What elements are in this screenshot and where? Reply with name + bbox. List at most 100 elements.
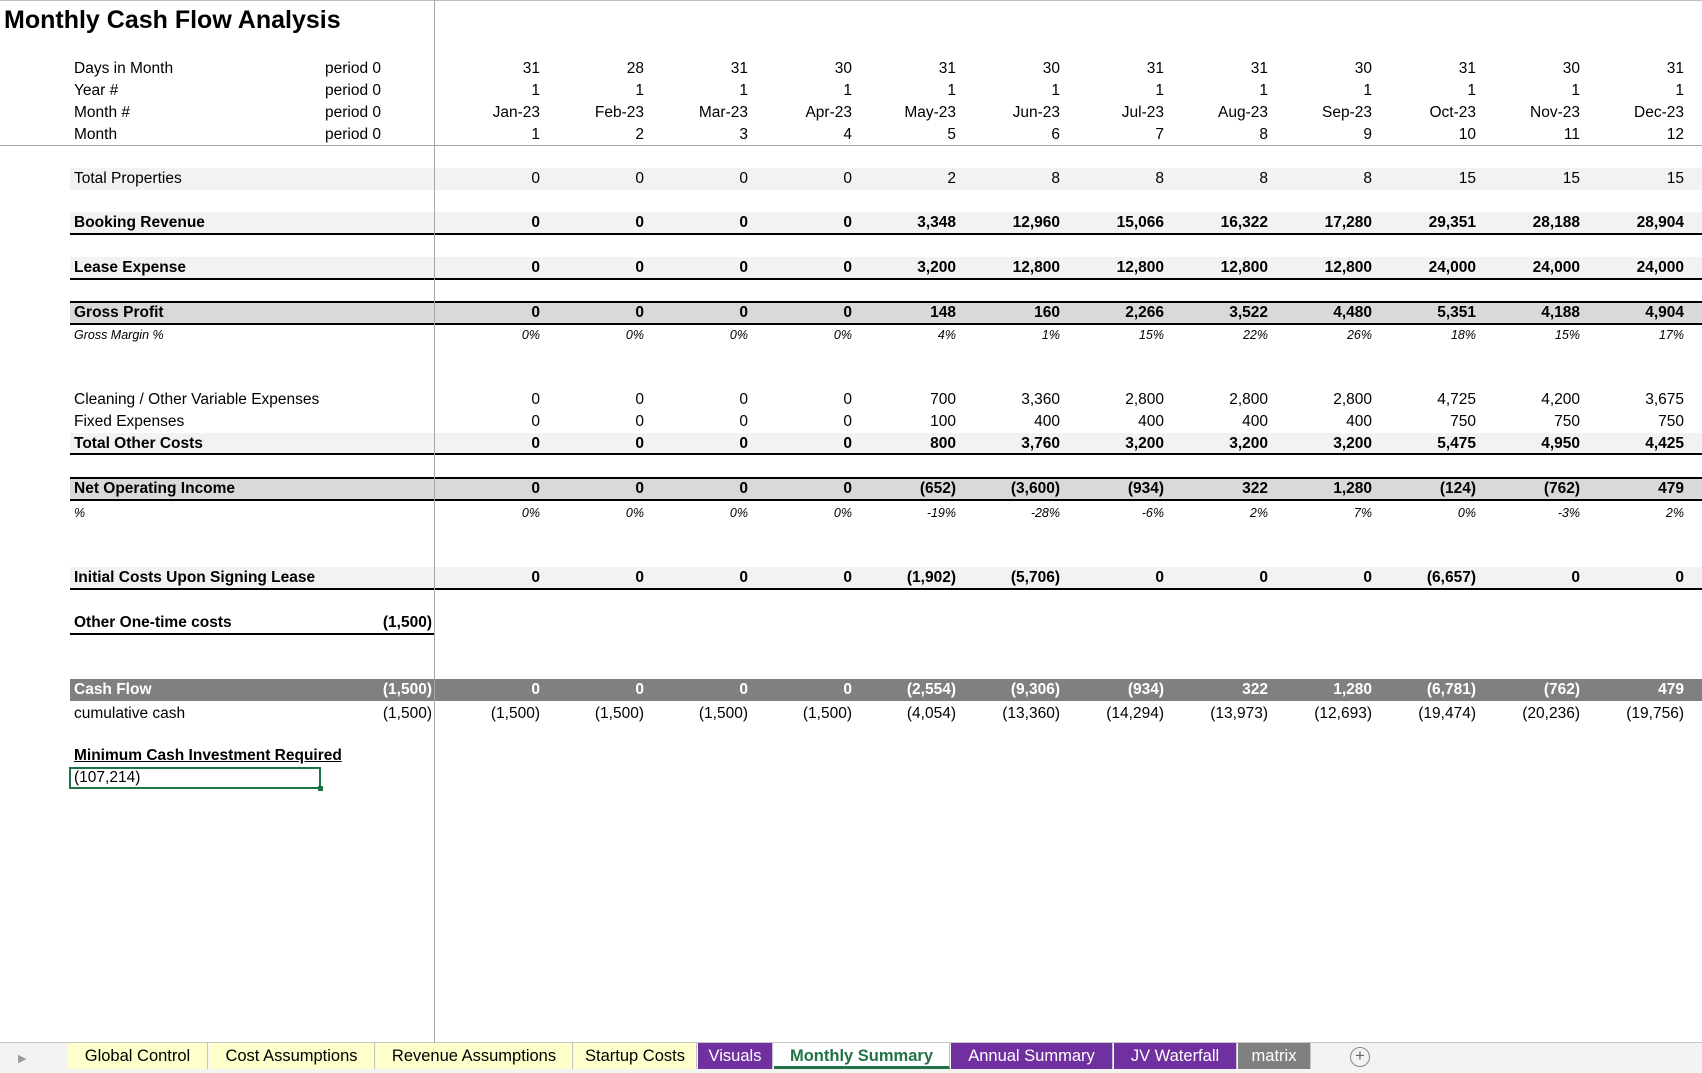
value-cell[interactable]: Aug-23: [1218, 104, 1268, 121]
value-cell[interactable]: 0: [531, 480, 540, 497]
value-cell[interactable]: (652): [919, 480, 956, 497]
value-cell[interactable]: 7: [1155, 126, 1164, 143]
value-cell[interactable]: 0: [1571, 569, 1580, 586]
tab-matrix[interactable]: matrix: [1238, 1043, 1311, 1069]
value-cell[interactable]: 322: [1242, 681, 1268, 698]
value-cell[interactable]: 1: [947, 82, 956, 99]
value-cell[interactable]: 30: [834, 60, 852, 77]
value-cell[interactable]: 2,266: [1125, 304, 1164, 321]
value-cell[interactable]: 12,800: [1220, 259, 1268, 276]
value-cell[interactable]: (2,554): [906, 681, 956, 698]
value-cell[interactable]: 4,904: [1645, 304, 1684, 321]
tab-jv-waterfall[interactable]: JV Waterfall: [1114, 1043, 1237, 1069]
value-cell[interactable]: 3,200: [917, 259, 956, 276]
value-cell[interactable]: 31: [938, 60, 956, 77]
value-cell[interactable]: 4,950: [1541, 435, 1580, 452]
value-cell[interactable]: 0: [739, 413, 748, 430]
value-cell[interactable]: 0: [1259, 569, 1268, 586]
value-cell[interactable]: 8: [1259, 170, 1268, 187]
value-cell[interactable]: 0: [531, 413, 540, 430]
value-cell[interactable]: 12,800: [1012, 259, 1060, 276]
value-cell[interactable]: 24,000: [1428, 259, 1476, 276]
value-cell[interactable]: (1,902): [906, 569, 956, 586]
value-cell[interactable]: 0: [843, 259, 852, 276]
value-cell[interactable]: 0: [843, 413, 852, 430]
value-cell[interactable]: Jun-23: [1012, 104, 1060, 121]
value-cell[interactable]: (1,500): [698, 705, 748, 722]
value-cell[interactable]: 31: [1458, 60, 1476, 77]
add-sheet-icon[interactable]: +: [1350, 1047, 1370, 1067]
value-cell[interactable]: 3,200: [1333, 435, 1372, 452]
value-cell[interactable]: 0: [739, 435, 748, 452]
value-cell[interactable]: 0: [635, 569, 644, 586]
value-cell[interactable]: 12: [1666, 126, 1684, 143]
value-cell[interactable]: 0%: [521, 506, 540, 520]
tab-revenue-assumptions[interactable]: Revenue Assumptions: [376, 1043, 573, 1069]
value-cell[interactable]: 3,348: [917, 214, 956, 231]
value-cell[interactable]: 2%: [1249, 506, 1268, 520]
value-cell[interactable]: 1: [531, 126, 540, 143]
value-cell[interactable]: 750: [1450, 413, 1476, 430]
value-cell[interactable]: (762): [1543, 480, 1580, 497]
value-cell[interactable]: (20,236): [1522, 705, 1580, 722]
value-cell[interactable]: 3,360: [1021, 391, 1060, 408]
value-cell[interactable]: 8: [1259, 126, 1268, 143]
value-cell[interactable]: Oct-23: [1429, 104, 1476, 121]
value-cell[interactable]: (5,706): [1010, 569, 1060, 586]
value-cell[interactable]: 0%: [833, 506, 852, 520]
value-cell[interactable]: (19,474): [1418, 705, 1476, 722]
value-cell[interactable]: 0%: [729, 506, 748, 520]
value-cell[interactable]: 0: [739, 681, 748, 698]
value-cell[interactable]: 0: [531, 304, 540, 321]
value-cell[interactable]: 322: [1242, 480, 1268, 497]
value-cell[interactable]: 2: [947, 170, 956, 187]
value-cell[interactable]: 17%: [1658, 328, 1684, 342]
value-cell[interactable]: 8: [1155, 170, 1164, 187]
tab-visuals[interactable]: Visuals: [698, 1043, 773, 1069]
value-cell[interactable]: 0: [739, 170, 748, 187]
value-cell[interactable]: (124): [1439, 480, 1476, 497]
value-cell[interactable]: (4,054): [906, 705, 956, 722]
value-cell[interactable]: 1: [1155, 82, 1164, 99]
scroll-tabs-arrow-icon[interactable]: ▶: [18, 1053, 27, 1065]
value-cell[interactable]: 1: [1467, 82, 1476, 99]
value-cell[interactable]: 750: [1658, 413, 1684, 430]
value-cell[interactable]: 0: [843, 480, 852, 497]
value-cell[interactable]: 3,760: [1021, 435, 1060, 452]
value-cell[interactable]: 0%: [625, 506, 644, 520]
value-cell[interactable]: 1: [1051, 82, 1060, 99]
value-cell[interactable]: 0%: [521, 328, 540, 342]
tab-annual-summary[interactable]: Annual Summary: [951, 1043, 1113, 1069]
value-cell[interactable]: 148: [930, 304, 956, 321]
value-cell[interactable]: Sep-23: [1322, 104, 1372, 121]
value-cell[interactable]: Apr-23: [805, 104, 852, 121]
value-cell[interactable]: 160: [1034, 304, 1060, 321]
value-cell[interactable]: 0: [739, 391, 748, 408]
value-cell[interactable]: 0: [739, 259, 748, 276]
value-cell[interactable]: 3,675: [1645, 391, 1684, 408]
value-cell[interactable]: 30: [1354, 60, 1372, 77]
value-cell[interactable]: 2,800: [1125, 391, 1164, 408]
value-cell[interactable]: 0: [531, 435, 540, 452]
value-cell[interactable]: (1,500): [490, 705, 540, 722]
worksheet-grid[interactable]: Monthly Cash Flow Analysis Days in Month…: [0, 0, 1702, 1042]
value-cell[interactable]: 4%: [937, 328, 956, 342]
value-cell[interactable]: 4,480: [1333, 304, 1372, 321]
value-cell[interactable]: Nov-23: [1530, 104, 1580, 121]
value-cell[interactable]: (13,973): [1210, 705, 1268, 722]
value-cell[interactable]: (14,294): [1106, 705, 1164, 722]
value-cell[interactable]: 1: [843, 82, 852, 99]
value-cell[interactable]: 0: [531, 569, 540, 586]
value-cell[interactable]: 1: [1571, 82, 1580, 99]
value-cell[interactable]: 1,280: [1333, 480, 1372, 497]
value-cell[interactable]: 4,200: [1541, 391, 1580, 408]
value-cell[interactable]: 1%: [1041, 328, 1060, 342]
value-cell[interactable]: 8: [1363, 170, 1372, 187]
value-cell[interactable]: 100: [930, 413, 956, 430]
value-cell[interactable]: 400: [1242, 413, 1268, 430]
value-cell[interactable]: 3: [739, 126, 748, 143]
value-cell[interactable]: 1: [1259, 82, 1268, 99]
value-cell[interactable]: 28,188: [1532, 214, 1580, 231]
value-cell[interactable]: 0: [531, 170, 540, 187]
value-cell[interactable]: 0%: [729, 328, 748, 342]
